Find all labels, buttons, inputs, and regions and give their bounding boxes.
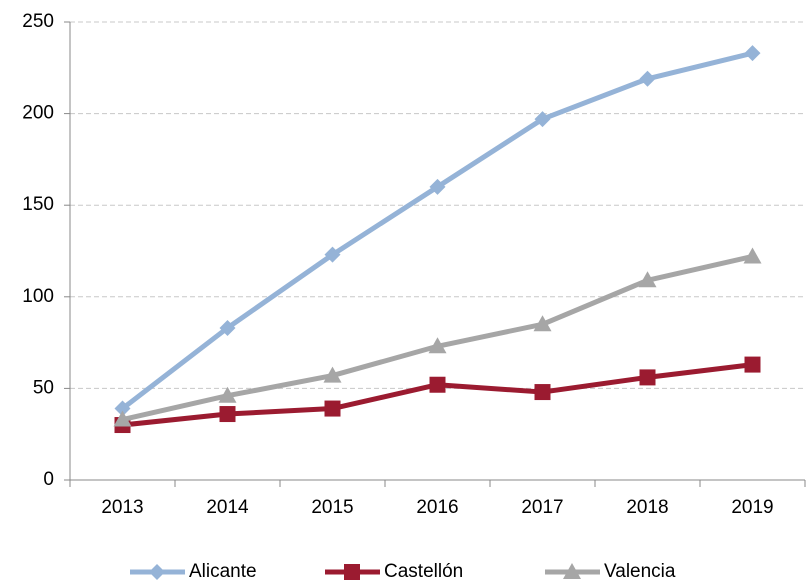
y-tick-label: 100 xyxy=(22,286,54,307)
legend-label: Valencia xyxy=(604,561,676,582)
x-tick-label: 2015 xyxy=(311,497,353,518)
y-tick-label: 0 xyxy=(43,469,54,490)
data-point xyxy=(639,70,656,87)
legend-marker xyxy=(149,564,165,580)
legend-marker xyxy=(344,564,360,580)
data-point xyxy=(639,369,656,386)
data-point xyxy=(218,386,237,403)
x-tick-label: 2019 xyxy=(731,497,773,518)
y-tick-label: 200 xyxy=(22,103,54,124)
data-point xyxy=(324,246,341,263)
x-tick-label: 2013 xyxy=(101,497,143,518)
data-point xyxy=(533,315,552,332)
x-tick-label: 2017 xyxy=(521,497,563,518)
x-tick-label: 2018 xyxy=(626,497,668,518)
data-point xyxy=(743,247,762,264)
data-point xyxy=(428,337,447,354)
data-point xyxy=(219,406,236,423)
data-point xyxy=(534,111,551,128)
y-tick-label: 250 xyxy=(22,11,54,32)
y-tick-label: 150 xyxy=(22,194,54,215)
data-point xyxy=(429,178,446,195)
series-line xyxy=(120,50,754,411)
x-tick-label: 2016 xyxy=(416,497,458,518)
data-point xyxy=(534,384,551,401)
data-point xyxy=(429,376,446,393)
legend-marker xyxy=(563,563,581,579)
data-point xyxy=(219,319,236,336)
data-point xyxy=(113,410,132,427)
legend-label: Castellón xyxy=(384,561,463,582)
series-line xyxy=(122,362,753,428)
data-point xyxy=(324,400,341,417)
data-point xyxy=(114,400,131,417)
data-point xyxy=(744,356,761,373)
x-tick-label: 2014 xyxy=(206,497,249,518)
data-point xyxy=(638,271,657,288)
legend-label: Alicante xyxy=(189,561,257,582)
data-point xyxy=(323,366,342,383)
y-tick-label: 50 xyxy=(33,377,54,398)
data-point xyxy=(744,45,761,62)
